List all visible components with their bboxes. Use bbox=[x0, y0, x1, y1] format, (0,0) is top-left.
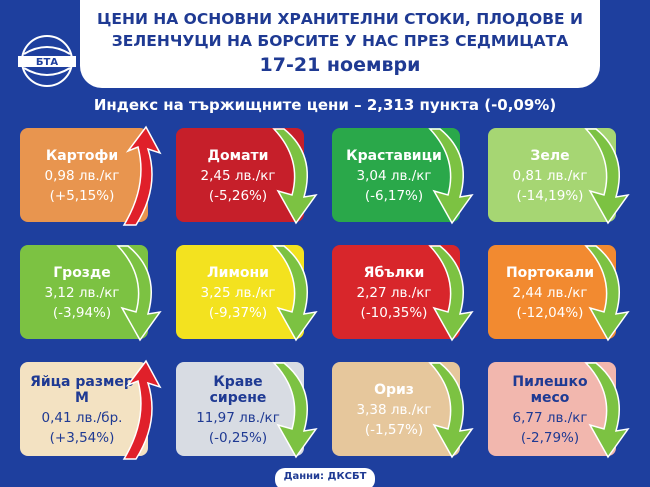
down-arrow bbox=[428, 362, 474, 459]
item-name: Яйца размер М bbox=[30, 374, 134, 406]
down-arrow bbox=[584, 245, 630, 342]
card-text: Пилешко месо 6,77 лв./кг (-2,79%) bbox=[496, 370, 604, 450]
item-change: (-10,35%) bbox=[360, 305, 428, 321]
price-card: Портокали 2,44 лв./кг (-12,04%) bbox=[488, 245, 616, 339]
item-name: Краве сирене bbox=[209, 374, 267, 406]
price-card: Пилешко месо 6,77 лв./кг (-2,79%) bbox=[488, 362, 616, 456]
card-text: Домати 2,45 лв./кг (-5,26%) bbox=[184, 136, 292, 216]
item-change: (-9,37%) bbox=[208, 305, 268, 321]
price-card: Ябълки 2,27 лв./кг (-10,35%) bbox=[332, 245, 460, 339]
price-card: Краставици 3,04 лв./кг (-6,17%) bbox=[332, 128, 460, 222]
card-text: Яйца размер М 0,41 лв./бр. (+3,54%) bbox=[28, 370, 136, 450]
down-arrow bbox=[272, 245, 318, 342]
subtitle: Индекс на тържищните цени – 2,313 пункта… bbox=[93, 96, 557, 114]
price-card: Краве сирене 11,97 лв./кг (-0,25%) bbox=[176, 362, 304, 456]
item-price: 3,12 лв./кг bbox=[44, 285, 120, 301]
title: ЦЕНИ НА ОСНОВНИ ХРАНИТЕЛНИ СТОКИ, ПЛОДОВ… bbox=[97, 10, 583, 50]
item-change: (+3,54%) bbox=[49, 430, 115, 446]
item-change: (-1,57%) bbox=[364, 422, 424, 438]
card-text: Краве сирене 11,97 лв./кг (-0,25%) bbox=[184, 370, 292, 450]
item-price: 2,44 лв./кг bbox=[512, 285, 588, 301]
item-name: Ориз bbox=[374, 382, 414, 398]
card-text: Ябълки 2,27 лв./кг (-10,35%) bbox=[340, 253, 448, 333]
item-name: Портокали bbox=[505, 265, 595, 281]
card-text: Зеле 0,81 лв./кг (-14,19%) bbox=[496, 136, 604, 216]
item-name: Пилешко месо bbox=[512, 374, 588, 406]
card-text: Картофи 0,98 лв./кг (+5,15%) bbox=[28, 136, 136, 216]
down-arrow bbox=[428, 128, 474, 225]
down-arrow bbox=[428, 245, 474, 342]
down-arrow bbox=[584, 128, 630, 225]
price-card: Грозде 3,12 лв./кг (-3,94%) bbox=[20, 245, 148, 339]
item-price: 0,98 лв./кг bbox=[44, 168, 120, 184]
item-name: Домати bbox=[207, 148, 269, 164]
item-change: (-5,26%) bbox=[208, 188, 268, 204]
item-name: Грозде bbox=[53, 265, 111, 281]
item-name: Краставици bbox=[346, 148, 442, 164]
price-card: Картофи 0,98 лв./кг (+5,15%) bbox=[20, 128, 148, 222]
header: ЦЕНИ НА ОСНОВНИ ХРАНИТЕЛНИ СТОКИ, ПЛОДОВ… bbox=[80, 0, 600, 88]
price-card: Домати 2,45 лв./кг (-5,26%) bbox=[176, 128, 304, 222]
item-price: 2,27 лв./кг bbox=[356, 285, 432, 301]
item-change: (-14,19%) bbox=[516, 188, 584, 204]
item-name: Картофи bbox=[45, 148, 119, 164]
item-change: (+5,15%) bbox=[49, 188, 115, 204]
up-arrow bbox=[122, 359, 162, 460]
date: 17-21 ноември bbox=[259, 54, 421, 76]
item-price: 0,81 лв./кг bbox=[512, 168, 588, 184]
card-text: Ориз 3,38 лв./кг (-1,57%) bbox=[340, 370, 448, 450]
card-text: Лимони 3,25 лв./кг (-9,37%) bbox=[184, 253, 292, 333]
item-name: Лимони bbox=[207, 265, 269, 281]
item-change: (-6,17%) bbox=[364, 188, 424, 204]
item-price: 0,41 лв./бр. bbox=[41, 410, 123, 426]
price-card: Ориз 3,38 лв./кг (-1,57%) bbox=[332, 362, 460, 456]
logo-text: БТА bbox=[36, 57, 58, 68]
item-name: Ябълки bbox=[363, 265, 425, 281]
item-price: 11,97 лв./кг bbox=[196, 410, 280, 426]
source: Данни: ДКСБТ bbox=[275, 468, 375, 487]
item-change: (-3,94%) bbox=[52, 305, 112, 321]
item-change: (-2,79%) bbox=[520, 430, 580, 446]
item-change: (-0,25%) bbox=[208, 430, 268, 446]
item-price: 2,45 лв./кг bbox=[200, 168, 276, 184]
price-card: Лимони 3,25 лв./кг (-9,37%) bbox=[176, 245, 304, 339]
up-arrow bbox=[122, 125, 162, 226]
down-arrow bbox=[272, 128, 318, 225]
down-arrow bbox=[116, 245, 162, 342]
item-change: (-12,04%) bbox=[516, 305, 584, 321]
down-arrow bbox=[272, 362, 318, 459]
card-text: Портокали 2,44 лв./кг (-12,04%) bbox=[496, 253, 604, 333]
item-price: 3,25 лв./кг bbox=[200, 285, 276, 301]
item-price: 3,04 лв./кг bbox=[356, 168, 432, 184]
down-arrow bbox=[584, 362, 630, 459]
card-text: Грозде 3,12 лв./кг (-3,94%) bbox=[28, 253, 136, 333]
item-price: 3,38 лв./кг bbox=[356, 402, 432, 418]
item-price: 6,77 лв./кг bbox=[512, 410, 588, 426]
price-card: Зеле 0,81 лв./кг (-14,19%) bbox=[488, 128, 616, 222]
card-text: Краставици 3,04 лв./кг (-6,17%) bbox=[340, 136, 448, 216]
logo: БТА bbox=[18, 35, 76, 87]
item-name: Зеле bbox=[530, 148, 570, 164]
price-card: Яйца размер М 0,41 лв./бр. (+3,54%) bbox=[20, 362, 148, 456]
